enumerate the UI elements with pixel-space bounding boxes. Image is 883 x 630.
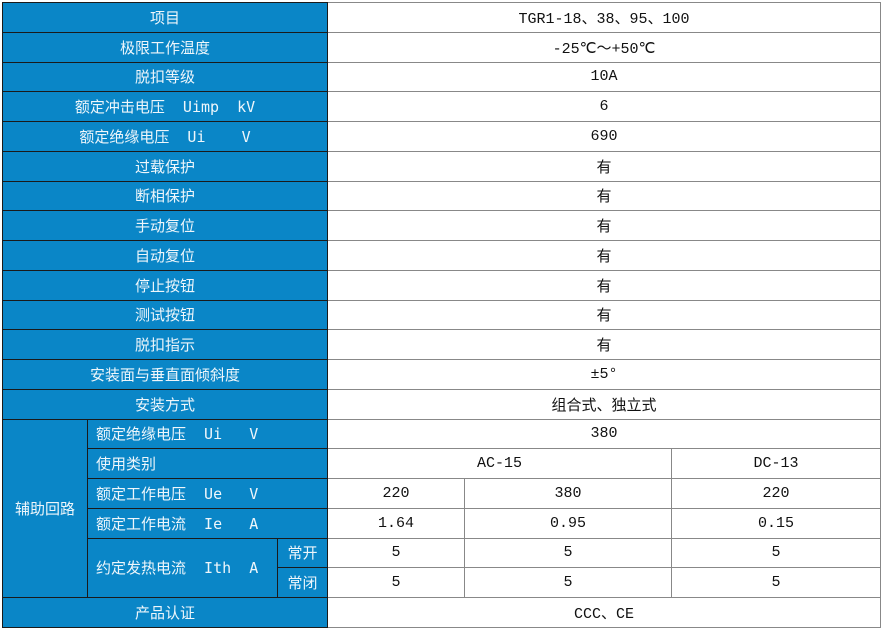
aux-thermal-no-value: 5 <box>327 537 466 569</box>
spec-row: 自动复位有 <box>1 240 882 271</box>
aux-insulation-label: 额定绝缘电压 Ui V <box>86 418 329 450</box>
spec-value: ±5° <box>327 359 882 390</box>
spec-row: 项目 TGR1-18、38、95、100 <box>1 2 882 33</box>
spec-row: 手动复位有 <box>1 210 882 241</box>
spec-value: 有 <box>327 329 882 360</box>
cert-row: 产品认证 CCC、CE <box>1 597 882 628</box>
cert-value: CCC、CE <box>327 597 882 628</box>
aux-thermal-label: 约定发热电流 Ith A <box>87 537 278 598</box>
aux-voltage-row: 额定工作电压 Ue V 220 380 220 <box>3 478 882 509</box>
aux-current-label: 额定工作电流 Ie A <box>86 507 329 539</box>
aux-insulation-row: 辅助回路 额定绝缘电压 Ui V 380 <box>2 418 882 598</box>
spec-value: TGR1-18、38、95、100 <box>327 2 882 33</box>
spec-row: 测试按钮有 <box>1 299 882 331</box>
spec-value: 10A <box>327 61 882 93</box>
aux-thermal-nc-label: 常闭 <box>276 567 329 598</box>
spec-value: 有 <box>327 240 882 271</box>
aux-voltage-value: 220 <box>671 478 882 509</box>
aux-thermal-nc-value: 5 <box>327 567 466 598</box>
spec-row: 停止按钮有 <box>1 269 882 301</box>
cert-label: 产品认证 <box>1 597 329 628</box>
spec-row: 过载保护有 <box>1 150 882 182</box>
spec-label: 安装方式 <box>1 388 329 420</box>
spec-value: 有 <box>327 269 882 301</box>
spec-value: 有 <box>327 299 882 331</box>
spec-label: 额定冲击电压 Uimp kV <box>1 91 329 122</box>
spec-value: 690 <box>327 121 882 152</box>
spec-value: 有 <box>327 210 882 241</box>
aux-category-label: 使用类别 <box>86 448 329 479</box>
spec-row: 脱扣指示有 <box>1 329 882 360</box>
aux-voltage-label: 额定工作电压 Ue V <box>86 478 329 509</box>
spec-value: 有 <box>327 150 882 182</box>
spec-label: 自动复位 <box>1 240 329 271</box>
spec-value: 组合式、独立式 <box>327 388 882 420</box>
aux-thermal-nc-value: 5 <box>464 567 673 598</box>
aux-thermal-no-value: 5 <box>464 537 673 569</box>
spec-row: 额定冲击电压 Uimp kV 6 <box>1 91 882 122</box>
aux-current-row: 额定工作电流 Ie A 1.64 0.95 0.15 <box>3 507 882 539</box>
spec-row: 安装面与垂直面倾斜度 ±5° <box>1 359 882 390</box>
aux-voltage-value: 380 <box>464 478 673 509</box>
spec-label: 手动复位 <box>1 210 329 241</box>
spec-label: 额定绝缘电压 Ui V <box>1 121 329 152</box>
spec-label: 安装面与垂直面倾斜度 <box>1 359 329 390</box>
aux-category-ac: AC-15 <box>327 448 673 479</box>
spec-label: 过载保护 <box>1 150 329 182</box>
spec-row: 极限工作温度 -25℃～+50℃ <box>1 31 882 63</box>
spec-label: 极限工作温度 <box>1 31 329 63</box>
aux-thermal-no-value: 5 <box>671 537 882 569</box>
aux-current-value: 1.64 <box>327 507 466 539</box>
spec-label: 断相保护 <box>1 180 329 212</box>
aux-thermal-no-row: 约定发热电流 Ith A 常开 5 5 5 <box>3 537 882 598</box>
spec-row: 额定绝缘电压 Ui V 690 <box>1 121 882 152</box>
spec-label: 脱扣等级 <box>1 61 329 93</box>
aux-voltage-value: 220 <box>327 478 466 509</box>
aux-current-value: 0.15 <box>671 507 882 539</box>
spec-label: 测试按钮 <box>1 299 329 331</box>
spec-label: 项目 <box>1 2 329 33</box>
aux-group-label: 辅助回路 <box>2 418 88 598</box>
aux-thermal-nc-row: 常闭 5 5 5 <box>3 567 882 598</box>
spec-row: 脱扣等级 10A <box>1 61 882 93</box>
aux-category-dc: DC-13 <box>671 448 882 479</box>
aux-insulation-value: 380 <box>327 418 882 450</box>
aux-current-value: 0.95 <box>464 507 673 539</box>
spec-row: 安装方式 组合式、独立式 <box>1 388 882 420</box>
spec-label: 停止按钮 <box>1 269 329 301</box>
spec-value: -25℃～+50℃ <box>327 31 882 63</box>
spec-label: 脱扣指示 <box>1 329 329 360</box>
spec-value: 6 <box>327 91 882 122</box>
aux-category-row: 使用类别 AC-15 DC-13 <box>3 448 882 479</box>
spec-value: 有 <box>327 180 882 212</box>
aux-thermal-no-label: 常开 <box>276 537 329 569</box>
spec-row: 断相保护有 <box>1 180 882 212</box>
aux-thermal-nc-value: 5 <box>671 567 882 598</box>
